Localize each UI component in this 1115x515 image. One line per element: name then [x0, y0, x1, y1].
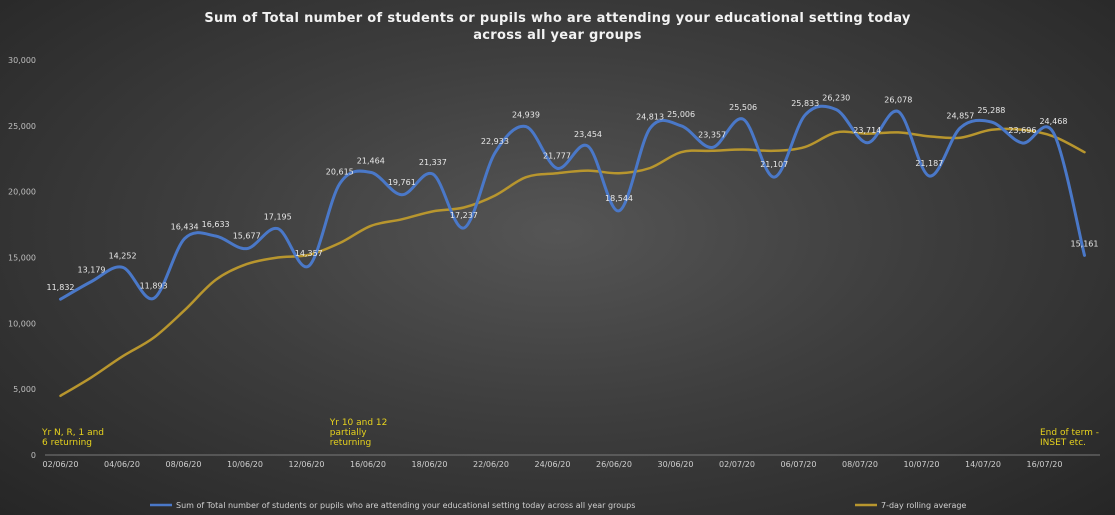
- data-label: 25,833: [791, 99, 819, 108]
- x-tick-label: 02/07/20: [719, 460, 755, 469]
- axes-group: 0 5,000 10,000 15,000 20,000 25,000 30,000 02/0…: [8, 56, 1100, 469]
- data-label: 21,337: [419, 158, 447, 167]
- annotation-text: Yr 10 and 12: [329, 418, 388, 428]
- data-label: 17,195: [264, 213, 292, 222]
- y-tick-label: 5,000: [13, 385, 36, 394]
- x-tick-label: 14/07/20: [965, 460, 1001, 469]
- series-lines-group: [59, 104, 1086, 398]
- data-label: 24,939: [512, 111, 540, 120]
- series-line-rolling-average: [59, 127, 1086, 398]
- y-tick-label: 0: [31, 451, 36, 460]
- annotation-text: INSET etc.: [1040, 438, 1086, 448]
- chart-title: Sum of Total number of students or pupil…: [0, 10, 1115, 44]
- x-tick-label: 10/06/20: [227, 460, 263, 469]
- legend-label-attendance: Sum of Total number of students or pupil…: [176, 501, 635, 510]
- data-label: 15,677: [233, 232, 261, 241]
- data-label: 21,107: [760, 160, 788, 169]
- y-tick-label: 25,000: [8, 122, 36, 131]
- x-tick-label: 18/06/20: [412, 460, 448, 469]
- y-tick-label: 20,000: [8, 188, 36, 197]
- x-tick-label: 12/06/20: [289, 460, 325, 469]
- data-label: 16,633: [202, 220, 230, 229]
- legend: Sum of Total number of students or pupil…: [150, 501, 966, 510]
- data-label: 14,357: [295, 249, 323, 258]
- data-label: 14,252: [109, 251, 137, 260]
- data-label: 25,288: [977, 106, 1005, 115]
- data-label: 21,777: [543, 151, 571, 160]
- x-tick-label: 24/06/20: [535, 460, 571, 469]
- data-label: 15,161: [1070, 239, 1098, 248]
- series-line-attendance: [59, 104, 1086, 301]
- x-tick-label: 16/06/20: [350, 460, 386, 469]
- data-label: 22,933: [481, 137, 509, 146]
- data-label: 20,615: [326, 168, 354, 177]
- data-label: 26,230: [822, 94, 850, 103]
- x-tick-label: 16/07/20: [1027, 460, 1063, 469]
- y-tick-label: 10,000: [8, 319, 36, 328]
- x-tick-label: 10/07/20: [904, 460, 940, 469]
- data-label: 11,893: [140, 281, 168, 290]
- annotation-text: partially: [330, 428, 367, 438]
- legend-label-rolling-average: 7-day rolling average: [881, 501, 966, 510]
- chart-title-line-1: Sum of Total number of students or pupil…: [204, 11, 911, 26]
- data-label: 18,544: [605, 194, 633, 203]
- data-label: 23,696: [1008, 126, 1036, 135]
- data-label: 23,714: [853, 126, 881, 135]
- annotation-text: End of term -: [1040, 428, 1099, 438]
- data-label: 17,237: [450, 211, 478, 220]
- data-label: 16,434: [171, 223, 199, 232]
- x-tick-label: 08/06/20: [166, 460, 202, 469]
- data-label: 11,832: [47, 283, 75, 292]
- data-label: 26,078: [884, 96, 912, 105]
- data-label: 13,179: [78, 265, 106, 274]
- x-tick-label: 02/06/20: [43, 460, 79, 469]
- annotation-text: returning: [330, 438, 371, 448]
- x-tick-label: 08/07/20: [842, 460, 878, 469]
- x-tick-label: 04/06/20: [104, 460, 140, 469]
- data-label: 21,464: [357, 156, 385, 165]
- data-label: 23,454: [574, 130, 602, 139]
- data-label: 19,761: [388, 178, 416, 187]
- data-label: 24,468: [1039, 117, 1067, 126]
- data-label: 24,813: [636, 112, 664, 121]
- data-label: 25,006: [667, 110, 695, 119]
- y-tick-label: 15,000: [8, 254, 36, 263]
- annotation-text: 6 returning: [42, 438, 92, 448]
- x-tick-label: 06/07/20: [781, 460, 817, 469]
- chart-title-line-2: across all year groups: [473, 28, 642, 43]
- x-tick-label: 22/06/20: [473, 460, 509, 469]
- x-tick-label: 30/06/20: [658, 460, 694, 469]
- y-tick-label: 30,000: [8, 56, 36, 65]
- data-label: 23,357: [698, 130, 726, 139]
- annotation-text: Yr N, R, 1 and: [41, 428, 104, 438]
- data-label: 21,187: [915, 159, 943, 168]
- data-label: 24,857: [946, 112, 974, 121]
- data-label: 25,506: [729, 103, 757, 112]
- x-tick-label: 26/06/20: [596, 460, 632, 469]
